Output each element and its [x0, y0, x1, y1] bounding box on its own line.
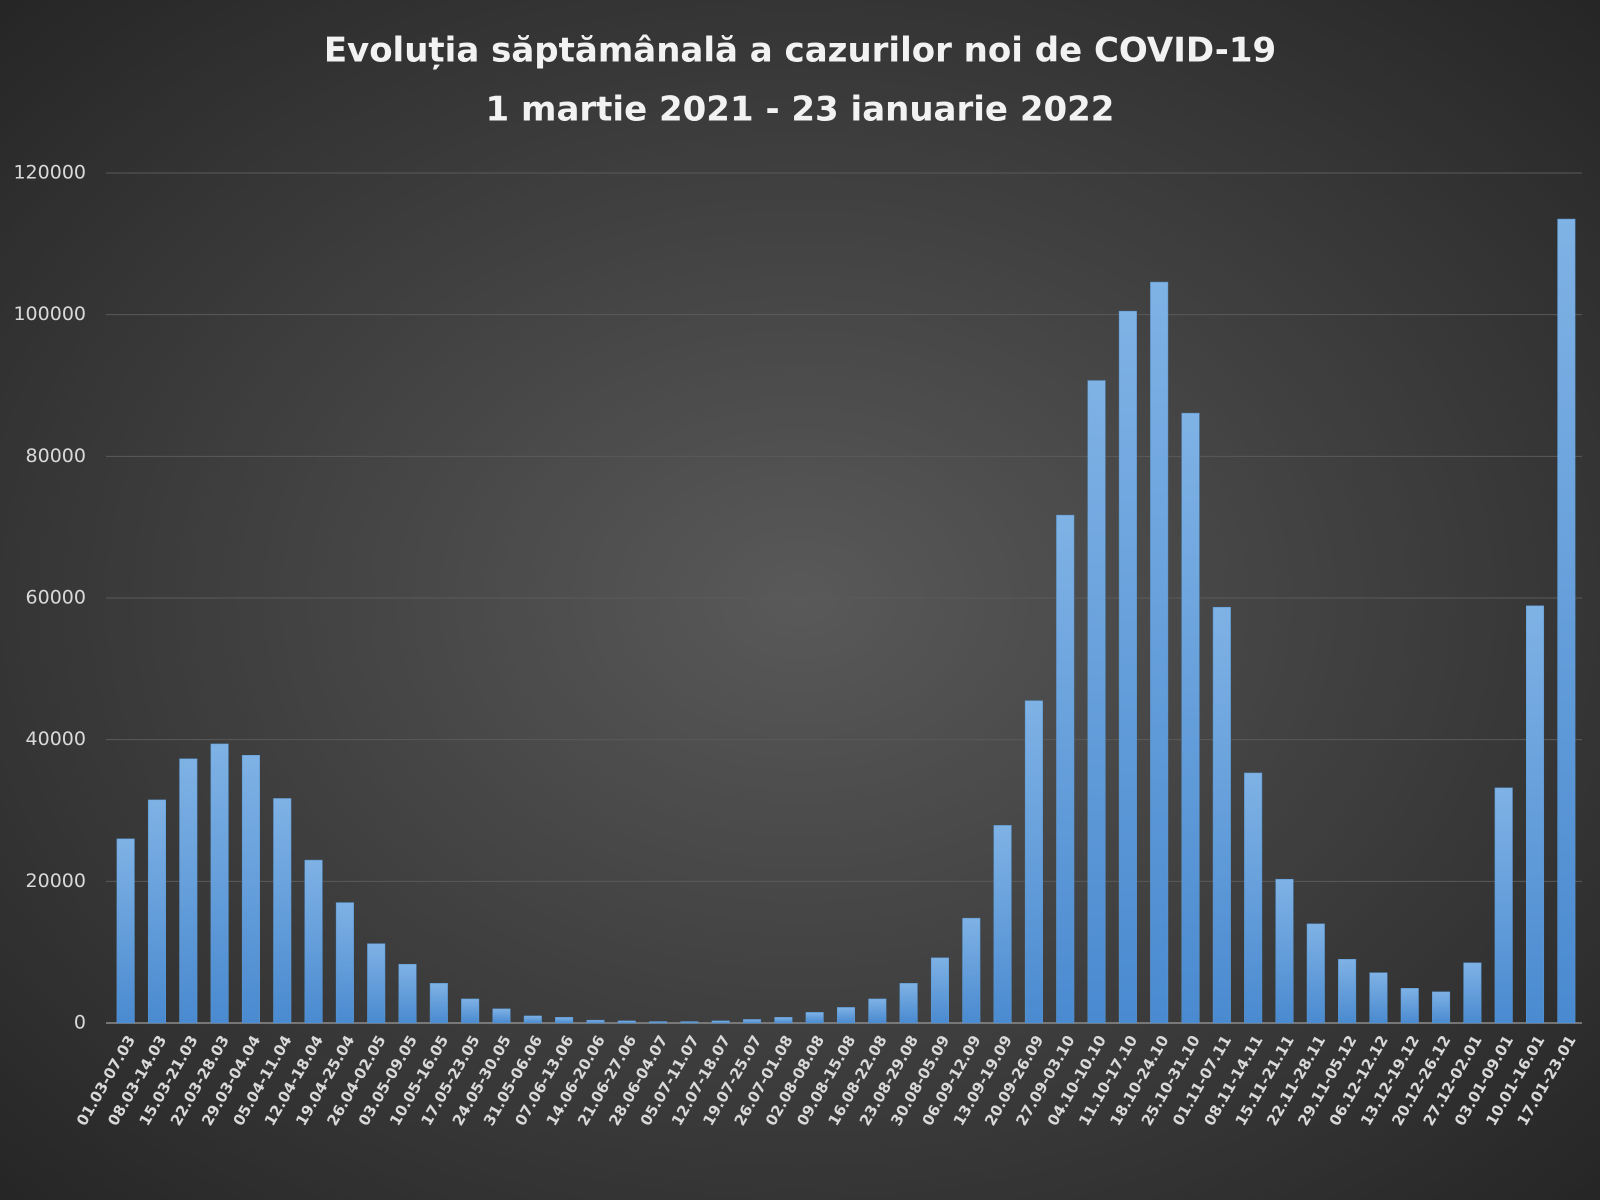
bar — [367, 943, 386, 1024]
bar — [523, 1015, 542, 1024]
y-tick-label: 120000 — [13, 162, 86, 184]
bar — [241, 755, 260, 1024]
bar — [461, 998, 480, 1024]
y-tick-label: 0 — [74, 1012, 86, 1034]
bar — [617, 1020, 636, 1024]
bar — [1150, 281, 1169, 1024]
y-tick-label: 80000 — [26, 445, 86, 467]
chart-subtitle: 1 martie 2021 - 23 ianuarie 2022 — [486, 90, 1115, 130]
bar — [179, 758, 198, 1024]
bar — [680, 1021, 699, 1024]
bar — [711, 1020, 730, 1024]
bar — [147, 799, 166, 1024]
bar — [1024, 700, 1043, 1024]
bar — [899, 983, 918, 1024]
bar — [210, 743, 229, 1024]
bar — [1275, 878, 1294, 1024]
bar — [1369, 972, 1388, 1024]
bar — [492, 1008, 511, 1024]
bar — [116, 838, 135, 1024]
bar — [1494, 787, 1513, 1024]
bar — [429, 983, 448, 1024]
bar — [1463, 962, 1482, 1024]
bar — [586, 1019, 605, 1024]
bar — [993, 825, 1012, 1024]
bar — [1557, 218, 1576, 1024]
bar — [1056, 514, 1075, 1024]
y-tick-label: 20000 — [26, 870, 86, 892]
bar — [836, 1007, 856, 1024]
chart-title: Evoluția săptămânală a cazurilor noi de … — [324, 31, 1276, 71]
bar — [1118, 310, 1137, 1024]
bar — [555, 1017, 574, 1024]
bar — [304, 859, 323, 1024]
bar — [930, 957, 949, 1024]
bar — [398, 963, 417, 1024]
y-tick-label: 40000 — [26, 728, 86, 750]
bar — [649, 1021, 668, 1024]
bar — [1181, 412, 1200, 1024]
bar — [335, 902, 354, 1024]
bar — [774, 1017, 793, 1024]
y-tick-label: 100000 — [13, 303, 86, 325]
bar — [1432, 991, 1451, 1024]
bar — [743, 1019, 762, 1024]
bar — [1212, 606, 1231, 1024]
bar — [1400, 988, 1419, 1024]
bar — [1087, 380, 1106, 1024]
bar — [1526, 605, 1545, 1024]
bar — [1244, 772, 1263, 1024]
bar — [868, 998, 887, 1024]
bar — [1338, 959, 1357, 1024]
bar — [962, 917, 981, 1024]
y-tick-label: 60000 — [26, 587, 86, 609]
bar — [805, 1012, 824, 1024]
bar — [273, 798, 292, 1024]
bar — [1306, 923, 1325, 1024]
